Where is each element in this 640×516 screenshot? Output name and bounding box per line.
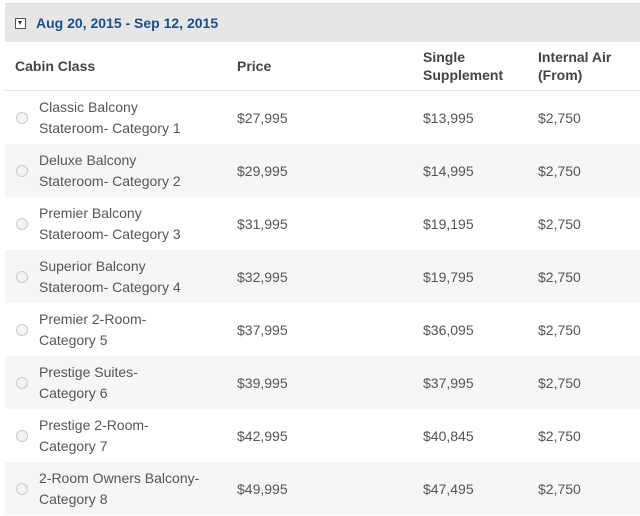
cabin-name-line1: Premier 2-Room- <box>39 310 147 327</box>
cabin-name-line1: Prestige Suites- <box>39 363 138 380</box>
cabin-name: Superior Balcony Stateroom- Category 4 <box>39 256 219 298</box>
price-header: Price <box>237 58 272 74</box>
table-row[interactable]: Deluxe Balcony Stateroom- Category 2 $29,9… <box>5 144 640 197</box>
price-cell: $29,995 <box>237 162 288 179</box>
cabin-radio-button[interactable] <box>16 376 28 389</box>
cabin-cell: Prestige Suites- Category 6 <box>5 362 237 404</box>
cabin-radio-button[interactable] <box>16 164 28 177</box>
cabin-name-line2: Stateroom- Category 3 <box>39 225 181 242</box>
cabin-radio-button[interactable] <box>16 111 28 124</box>
cabin-name-line1: Premier Balcony <box>39 204 142 221</box>
single-supplement-cell: $13,995 <box>423 109 474 126</box>
internal-air-cell: $2,750 <box>538 427 581 444</box>
date-range-label: Aug 20, 2015 - Sep 12, 2015 <box>36 15 219 31</box>
price-cell: $42,995 <box>237 427 288 444</box>
single-supplement-cell: $19,195 <box>423 215 474 232</box>
cabin-name: Premier Balcony Stateroom- Category 3 <box>39 203 219 245</box>
internal-air-cell: $2,750 <box>538 321 581 338</box>
cabin-name-line2: Category 7 <box>39 437 108 454</box>
cabin-name: 2-Room Owners Balcony- Category 8 <box>39 468 219 510</box>
table-row[interactable]: Premier 2-Room- Category 5 $37,995 $36,095 $… <box>5 303 640 356</box>
internal-air-header-line2: (From) <box>538 67 583 83</box>
cabin-radio-button[interactable] <box>16 429 28 442</box>
internal-air-cell: $2,750 <box>538 162 581 179</box>
cabin-name-line1: Deluxe Balcony <box>39 151 137 168</box>
cabin-radio-button[interactable] <box>16 323 28 336</box>
cabin-name: Deluxe Balcony Stateroom- Category 2 <box>39 150 219 192</box>
cabin-radio-button[interactable] <box>16 217 28 230</box>
single-supplement-cell: $40,845 <box>423 427 474 444</box>
price-cell: $39,995 <box>237 374 288 391</box>
table-row[interactable]: Prestige 2-Room- Category 7 $42,995 $40,845… <box>5 409 640 462</box>
single-supplement-cell: $19,795 <box>423 268 474 285</box>
table-row[interactable]: 2-Room Owners Balcony- Category 8 $49,995 $… <box>5 462 640 515</box>
cabin-rows: Classic Balcony Stateroom- Category 1 $27,… <box>5 91 640 515</box>
price-cell: $49,995 <box>237 480 288 497</box>
cabin-cell: Prestige 2-Room- Category 7 <box>5 415 237 457</box>
single-supplement-cell: $36,095 <box>423 321 474 338</box>
internal-air-header-line1: Internal Air <box>538 49 612 65</box>
price-cell: $37,995 <box>237 321 288 338</box>
internal-air-cell: $2,750 <box>538 268 581 285</box>
internal-air-cell: $2,750 <box>538 109 581 126</box>
cabin-radio-button[interactable] <box>16 482 28 495</box>
cabin-name: Premier 2-Room- Category 5 <box>39 309 219 351</box>
cabin-cell: Superior Balcony Stateroom- Category 4 <box>5 256 237 298</box>
cabin-name-line1: Superior Balcony <box>39 257 146 274</box>
table-row[interactable]: Premier Balcony Stateroom- Category 3 $31,… <box>5 197 640 250</box>
single-supplement-cell: $14,995 <box>423 162 474 179</box>
price-cell: $31,995 <box>237 215 288 232</box>
internal-air-cell: $2,750 <box>538 215 581 232</box>
cabin-name-line2: Stateroom- Category 4 <box>39 278 181 295</box>
price-cell: $27,995 <box>237 109 288 126</box>
cabin-name-line2: Category 5 <box>39 331 108 348</box>
single-supplement-cell: $37,995 <box>423 374 474 391</box>
table-header: Cabin Class Price Single Supplement Inte… <box>5 42 640 91</box>
cabin-cell: Classic Balcony Stateroom- Category 1 <box>5 97 237 139</box>
internal-air-cell: $2,750 <box>538 480 581 497</box>
date-range-header[interactable]: Aug 20, 2015 - Sep 12, 2015 <box>5 3 640 42</box>
cabin-name: Prestige Suites- Category 6 <box>39 362 219 404</box>
internal-air-cell: $2,750 <box>538 374 581 391</box>
price-cell: $32,995 <box>237 268 288 285</box>
cabin-pricing-panel: Aug 20, 2015 - Sep 12, 2015 Cabin Class … <box>5 3 640 515</box>
table-row[interactable]: Classic Balcony Stateroom- Category 1 $27,… <box>5 91 640 144</box>
cabin-name: Prestige 2-Room- Category 7 <box>39 415 219 457</box>
single-supplement-header: Single Supplement <box>423 48 538 84</box>
cabin-name: Classic Balcony Stateroom- Category 1 <box>39 97 219 139</box>
table-row[interactable]: Prestige Suites- Category 6 $39,995 $37,995… <box>5 356 640 409</box>
cabin-name-line2: Category 6 <box>39 384 108 401</box>
cabin-cell: 2-Room Owners Balcony- Category 8 <box>5 468 237 510</box>
cabin-name-line1: 2-Room Owners Balcony- <box>39 469 200 486</box>
cabin-cell: Deluxe Balcony Stateroom- Category 2 <box>5 150 237 192</box>
single-supplement-cell: $47,495 <box>423 480 474 497</box>
cabin-radio-button[interactable] <box>16 270 28 283</box>
cabin-name-line1: Classic Balcony <box>39 98 138 115</box>
cabin-cell: Premier Balcony Stateroom- Category 3 <box>5 203 237 245</box>
single-supplement-header-line1: Single <box>423 49 466 65</box>
cabin-name-line2: Category 8 <box>39 490 108 507</box>
single-supplement-header-line2: Supplement <box>423 67 504 83</box>
collapse-toggle-icon[interactable] <box>15 17 26 29</box>
cabin-class-header: Cabin Class <box>15 58 96 74</box>
table-row[interactable]: Superior Balcony Stateroom- Category 4 $32… <box>5 250 640 303</box>
cabin-name-line1: Prestige 2-Room- <box>39 416 149 433</box>
cabin-cell: Premier 2-Room- Category 5 <box>5 309 237 351</box>
cabin-name-line2: Stateroom- Category 1 <box>39 119 181 136</box>
internal-air-header: Internal Air (From) <box>538 48 640 84</box>
cabin-name-line2: Stateroom- Category 2 <box>39 172 181 189</box>
